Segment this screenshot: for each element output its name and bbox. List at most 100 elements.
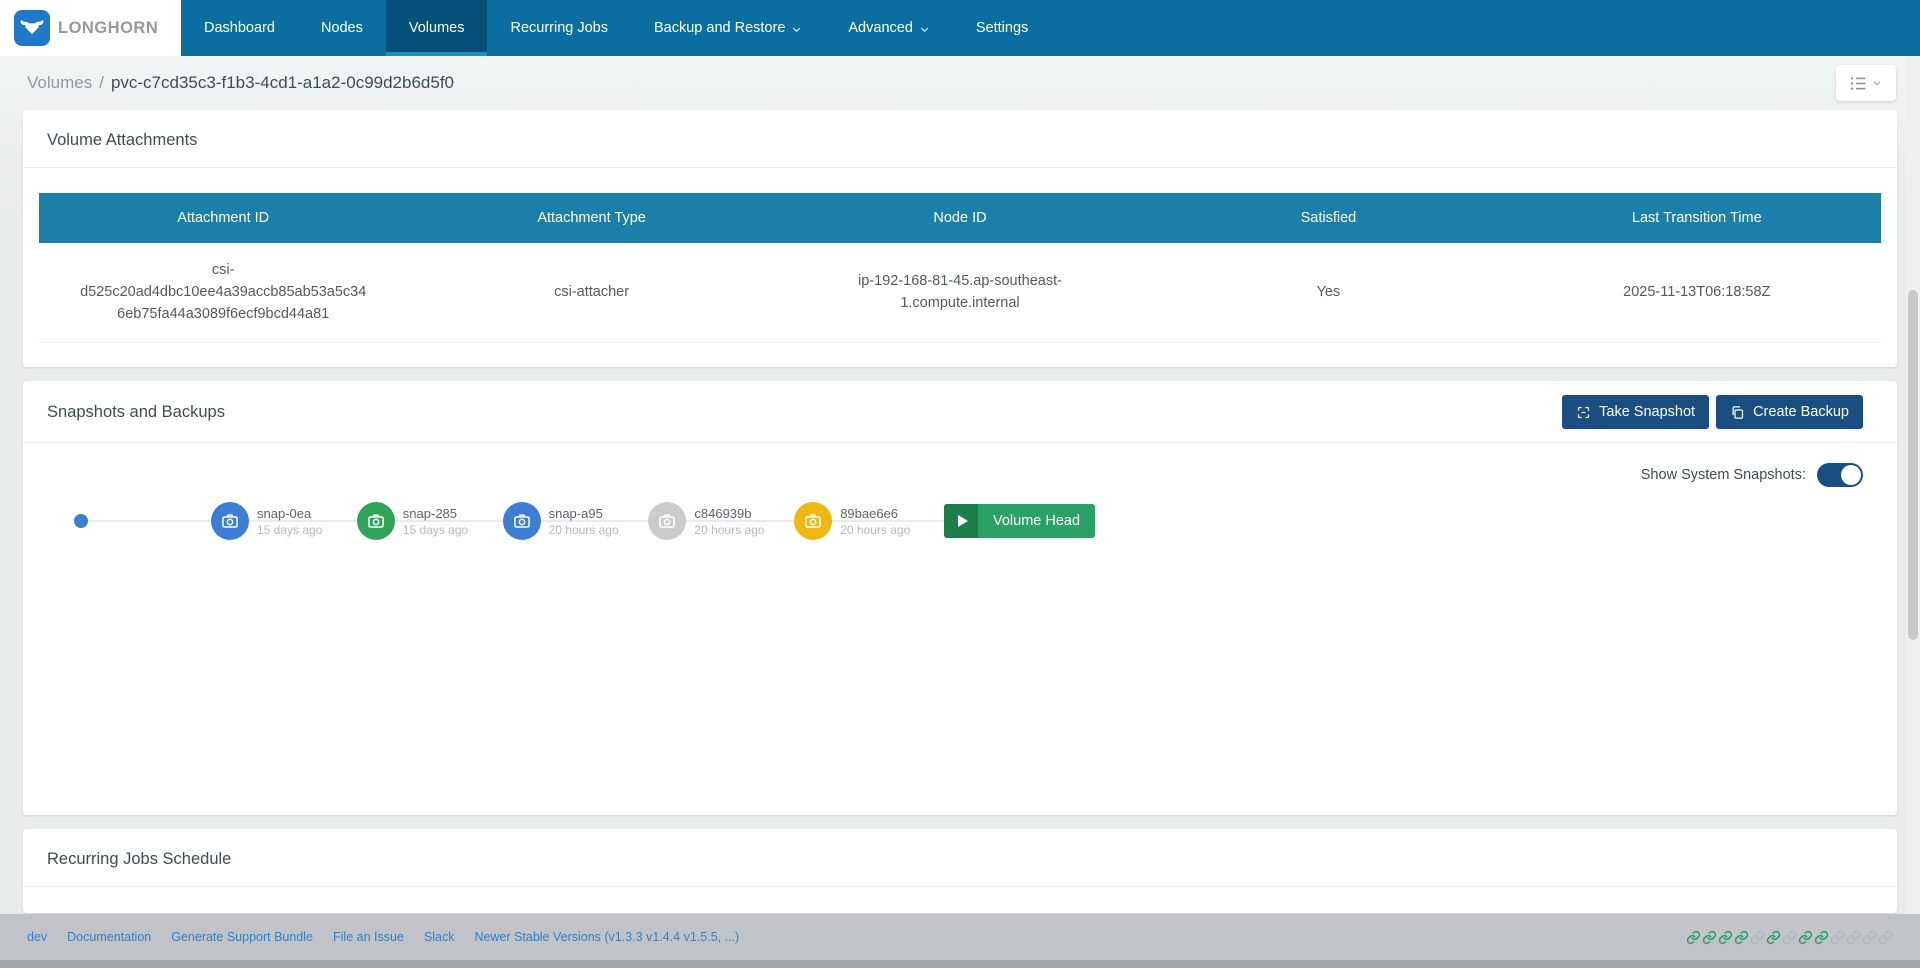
snapshot-age: 20 hours ago <box>548 523 619 538</box>
footer-link[interactable]: File an Issue <box>333 930 404 944</box>
attachments-table-header: Attachment ID Attachment Type Node ID Satis… <box>39 193 1881 243</box>
horizontal-scrollbar[interactable] <box>0 960 1920 968</box>
camera-icon <box>648 502 687 541</box>
snapshot-name: 89bae6e6 <box>840 506 899 522</box>
link-status-icon <box>1862 930 1877 945</box>
snapshot-age: 15 days ago <box>257 523 323 538</box>
nav-item-label: Backup and Restore <box>654 20 786 36</box>
brand[interactable]: LONGHORN <box>0 0 181 56</box>
footer-link[interactable]: Generate Support Bundle <box>171 930 314 944</box>
attachments-table-row: csi-d525c20ad4dbc10ee4a39accb85ab53a5c34… <box>39 243 1881 344</box>
show-system-snapshots-toggle[interactable] <box>1817 463 1863 488</box>
link-status-icon <box>1766 930 1781 945</box>
link-status-icon <box>1702 930 1717 945</box>
vertical-scrollbar[interactable] <box>1906 56 1920 968</box>
snapshot-age: 15 days ago <box>402 523 469 538</box>
volume-head-label: Volume Head <box>978 504 1096 539</box>
link-status-icon <box>1798 930 1813 945</box>
divider <box>23 442 1897 444</box>
camera-icon <box>356 502 395 541</box>
volume-head-node[interactable]: Volume Head <box>944 504 1096 539</box>
create-backup-button[interactable]: Create Backup <box>1716 395 1863 430</box>
snapshot-node[interactable]: snap-285 15 days ago <box>356 502 468 541</box>
nav-item-label: Recurring Jobs <box>510 20 608 36</box>
volume-attachments-title: Volume Attachments <box>47 131 198 149</box>
divider <box>23 167 1897 168</box>
nav-item-volumes[interactable]: Volumes <box>385 0 488 56</box>
nav-item-settings[interactable]: Settings <box>953 0 1051 56</box>
column-header: Node ID <box>933 210 987 226</box>
link-status-icon <box>1814 930 1829 945</box>
link-status-icon <box>1830 930 1845 945</box>
column-header: Attachment ID <box>177 210 270 226</box>
snapshot-node[interactable]: 89bae6e6 20 hours ago <box>794 502 910 541</box>
snapshots-title: Snapshots and Backups <box>47 402 225 421</box>
page-header: Volumes / pvc-c7cd35c3-f1b3-4cd1-a1a2-0c… <box>0 56 1920 110</box>
snapshot-node[interactable]: snap-a95 20 hours ago <box>502 502 619 541</box>
cell-attachment-id: csi-d525c20ad4dbc10ee4a39accb85ab53a5c34… <box>80 262 367 322</box>
nav-item-label: Nodes <box>320 20 363 36</box>
brand-name: LONGHORN <box>58 18 159 37</box>
link-status-icon <box>1878 930 1893 945</box>
take-snapshot-button[interactable]: Take Snapshot <box>1562 395 1710 430</box>
footer-link[interactable]: Documentation <box>67 930 152 944</box>
snapshot-name: snap-a95 <box>548 506 603 522</box>
view-options-button[interactable] <box>1836 65 1896 101</box>
list-icon <box>1850 76 1866 90</box>
connection-status-icons <box>1686 930 1893 945</box>
snapshot-frame-icon <box>1578 406 1590 418</box>
link-status-icon <box>1718 930 1733 945</box>
nav-item-recurring-jobs[interactable]: Recurring Jobs <box>487 0 631 56</box>
chevron-down-icon <box>1873 81 1881 86</box>
footer-links: dev Documentation Generate Support Bundle F… <box>27 930 739 944</box>
breadcrumb-volumes-link[interactable]: Volumes <box>27 73 93 92</box>
breadcrumb-separator: / <box>99 73 104 92</box>
footer-link[interactable]: dev <box>27 930 48 944</box>
nav-item-dashboard[interactable]: Dashboard <box>181 0 298 56</box>
column-header: Satisfied <box>1300 210 1357 226</box>
footer-link[interactable]: Slack <box>423 930 455 944</box>
snapshot-name: snap-0ea <box>257 506 312 522</box>
link-status-icon <box>1782 930 1797 945</box>
nav-item-nodes[interactable]: Nodes <box>298 0 386 56</box>
page-title: pvc-c7cd35c3-f1b3-4cd1-a1a2-0c99d2b6d5f0 <box>110 73 455 92</box>
nav-item-label: Dashboard <box>204 20 275 36</box>
volume-attachments-card: Volume Attachments Attachment ID Attachme… <box>23 110 1897 368</box>
footer: dev Documentation Generate Support Bundle F… <box>0 914 1920 968</box>
timeline-start-dot <box>74 514 88 529</box>
nav-item-label: Settings <box>975 20 1029 36</box>
cell-last-transition-time: 2025-11-13T06:18:58Z <box>1623 283 1771 300</box>
show-system-snapshots-label: Show System Snapshots: <box>1640 467 1806 484</box>
snapshot-node[interactable]: snap-0ea 15 days ago <box>211 502 322 541</box>
link-status-icon <box>1846 930 1861 945</box>
cell-node-id: ip-192-168-81-45.ap-southeast-1.compute.… <box>858 272 1062 311</box>
top-navbar: LONGHORN Dashboard Nodes Volumes Recurri… <box>0 0 1920 56</box>
link-status-icon <box>1750 930 1765 945</box>
copy-icon <box>1732 406 1744 419</box>
divider <box>23 886 1897 888</box>
nav-items: Dashboard Nodes Volumes Recurring Jobs B… <box>181 0 1051 56</box>
link-status-icon <box>1686 930 1701 945</box>
footer-link[interactable]: Newer Stable Versions (v1.3.3 v1.4.4 v1.… <box>474 930 740 944</box>
longhorn-logo-icon <box>14 10 50 46</box>
create-backup-label: Create Backup <box>1753 404 1849 421</box>
play-icon <box>944 504 978 539</box>
nav-item-backup-and-restore[interactable]: Backup and Restore <box>631 0 825 56</box>
snapshot-age: 20 hours ago <box>840 523 911 538</box>
toggle-knob <box>1841 465 1861 486</box>
nav-item-label: Advanced <box>848 20 913 36</box>
scrollbar-thumb[interactable] <box>1908 290 1918 640</box>
column-header: Attachment Type <box>537 210 646 226</box>
link-status-icon <box>1734 930 1749 945</box>
snapshot-name: snap-285 <box>402 506 458 522</box>
take-snapshot-label: Take Snapshot <box>1599 404 1696 421</box>
snapshot-timeline: Volume Head snap-0ea 15 days ago snap-28… <box>47 499 1873 569</box>
nav-item-label: Volumes <box>408 20 465 36</box>
snapshot-age: 20 hours ago <box>694 523 765 538</box>
camera-icon <box>502 502 541 541</box>
snapshot-node[interactable]: c846939b 20 hours ago <box>648 502 764 541</box>
column-header: Last Transition Time <box>1631 210 1762 226</box>
camera-icon <box>211 502 249 541</box>
camera-icon <box>794 502 833 541</box>
nav-item-advanced[interactable]: Advanced <box>825 0 953 56</box>
